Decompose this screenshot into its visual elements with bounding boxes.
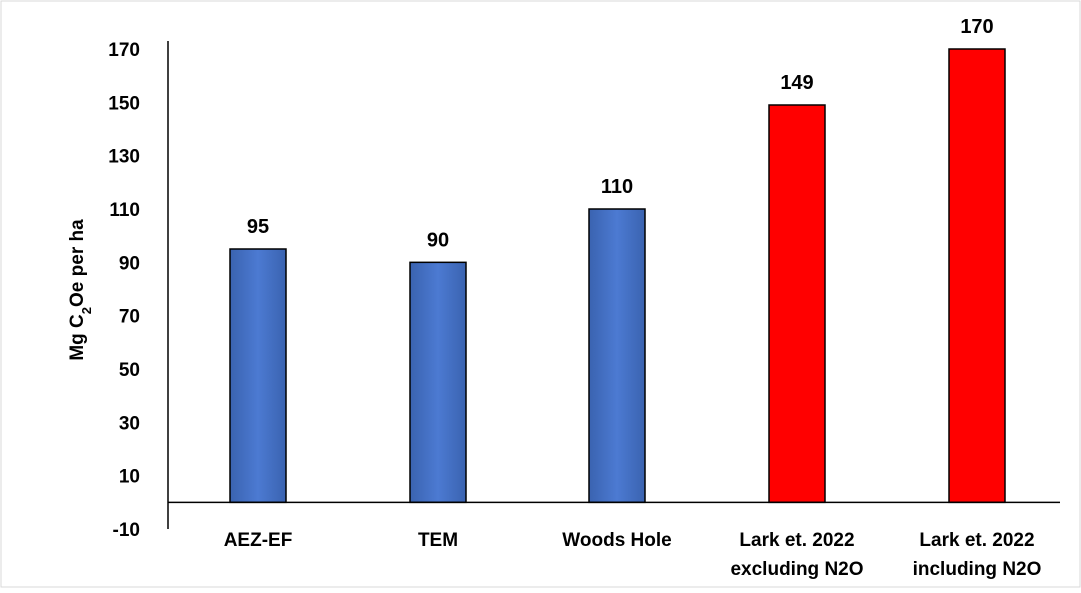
data-label: 90 <box>427 229 449 251</box>
data-label: 149 <box>780 72 813 94</box>
bar <box>768 104 826 504</box>
y-tick-label: 50 <box>119 360 140 381</box>
data-labels: 95 90 110 149 170 <box>247 16 994 251</box>
y-tick-label: -10 <box>113 520 140 541</box>
data-label: 95 <box>247 216 269 238</box>
axes <box>167 41 1060 529</box>
bar <box>229 248 287 504</box>
x-category-label-line: AEZ-EF <box>224 530 293 551</box>
y-tick-label: 30 <box>119 413 140 434</box>
y-axis-tick-labels: 170 150 130 110 90 70 50 30 10 -10 <box>108 40 140 541</box>
x-category-label: AEZ-EF <box>224 530 293 551</box>
y-axis-label: Mg C2Oe per ha <box>67 219 94 361</box>
x-category-label-line: excluding N2O <box>730 559 863 580</box>
x-axis-category-labels: AEZ-EF TEM Woods Hole Lark et. 2022 excludin… <box>224 530 1042 580</box>
y-axis-label-prefix: Mg C <box>67 314 88 361</box>
x-category-label: TEM <box>418 530 458 551</box>
x-category-label-line: Lark et. 2022 <box>919 530 1034 551</box>
x-category-label-line: including N2O <box>913 559 1042 580</box>
y-tick-label: 150 <box>108 93 140 114</box>
x-category-label: Lark et. 2022 excluding N2O <box>730 530 863 580</box>
data-label: 110 <box>601 176 633 198</box>
y-tick-label: 110 <box>109 200 140 221</box>
y-tick-label: 10 <box>119 467 140 488</box>
bar <box>409 261 467 504</box>
y-tick-label: 90 <box>119 253 140 274</box>
bars <box>229 48 1006 504</box>
x-category-label: Lark et. 2022 including N2O <box>913 530 1042 580</box>
x-category-label-line: Woods Hole <box>562 530 671 551</box>
bar <box>948 48 1006 504</box>
y-tick-label: 130 <box>108 147 140 168</box>
bar <box>588 208 646 504</box>
y-axis-label-suffix: Oe per ha <box>67 219 88 307</box>
y-axis-label-subscript: 2 <box>79 307 94 314</box>
x-category-label: Woods Hole <box>562 530 671 551</box>
x-category-label-line: TEM <box>418 530 458 551</box>
y-axis-title: Mg C2Oe per ha <box>67 219 94 361</box>
y-tick-label: 170 <box>108 40 140 61</box>
x-category-label-line: Lark et. 2022 <box>739 530 854 551</box>
y-tick-label: 70 <box>119 307 140 328</box>
data-label: 170 <box>960 16 993 38</box>
